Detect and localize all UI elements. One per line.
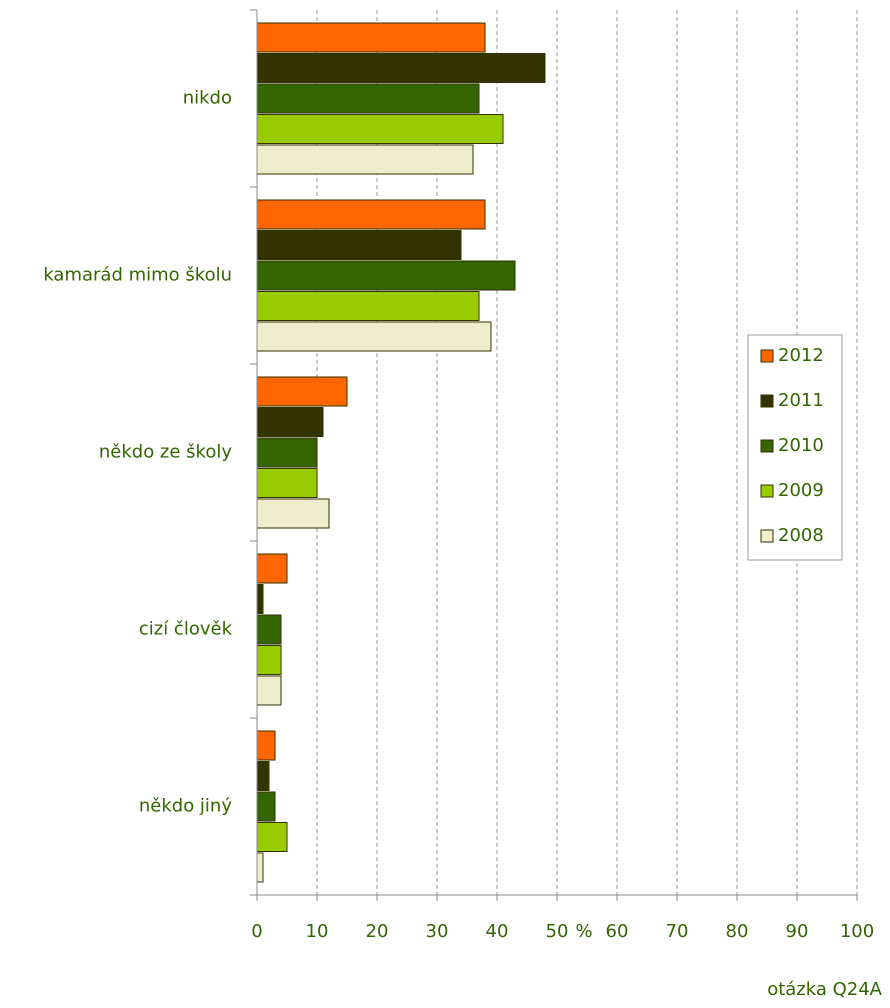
legend-label: 2008 bbox=[778, 525, 824, 546]
bar bbox=[256, 791, 276, 822]
bar bbox=[256, 376, 348, 407]
bar bbox=[256, 321, 492, 352]
legend-label: 2009 bbox=[778, 480, 824, 501]
x-tick-label: 30 bbox=[426, 921, 449, 942]
bar bbox=[256, 83, 480, 114]
x-tick-label: 20 bbox=[366, 921, 389, 942]
x-axis-label: % bbox=[575, 921, 592, 942]
bar bbox=[256, 114, 504, 144]
bar bbox=[256, 584, 264, 614]
x-tick-label: 50 bbox=[546, 921, 569, 942]
bar bbox=[256, 144, 474, 175]
legend-label: 2012 bbox=[778, 345, 824, 366]
bar bbox=[256, 645, 282, 675]
bar bbox=[256, 498, 330, 529]
y-tick-label: nikdo bbox=[183, 88, 232, 109]
legend-swatch bbox=[760, 349, 774, 363]
bar bbox=[256, 822, 288, 852]
y-tick-label: kamarád mimo školu bbox=[43, 265, 232, 286]
x-tick-label: 0 bbox=[251, 921, 262, 942]
bar bbox=[256, 291, 480, 321]
legend-label: 2011 bbox=[778, 390, 824, 411]
x-tick-label: 90 bbox=[786, 921, 809, 942]
bar bbox=[256, 761, 270, 791]
bar bbox=[256, 675, 282, 706]
x-tick-label: 80 bbox=[726, 921, 749, 942]
bar bbox=[256, 22, 486, 53]
bar bbox=[256, 468, 318, 498]
bar bbox=[256, 730, 276, 761]
x-tick-label: 100 bbox=[840, 921, 874, 942]
y-tick-label: někdo jiný bbox=[139, 796, 232, 817]
bar bbox=[256, 53, 546, 83]
bar bbox=[256, 614, 282, 645]
bar bbox=[256, 553, 288, 584]
x-tick-label: 70 bbox=[666, 921, 689, 942]
x-tick-label: 10 bbox=[306, 921, 329, 942]
bar bbox=[256, 407, 324, 437]
legend-swatch bbox=[760, 394, 774, 408]
bar bbox=[256, 852, 264, 883]
y-tick-label: cizí člověk bbox=[139, 619, 233, 640]
legend-label: 2010 bbox=[778, 435, 824, 456]
legend-swatch bbox=[760, 484, 774, 498]
bar bbox=[256, 230, 462, 260]
bar bbox=[256, 199, 486, 230]
bar bbox=[256, 260, 516, 291]
bar bbox=[256, 437, 318, 468]
legend-swatch bbox=[760, 529, 774, 543]
footnote: otázka Q24A bbox=[767, 979, 882, 1000]
x-tick-label: 60 bbox=[606, 921, 629, 942]
y-tick-label: někdo ze školy bbox=[99, 442, 232, 463]
x-tick-label: 40 bbox=[486, 921, 509, 942]
legend-swatch bbox=[760, 439, 774, 453]
